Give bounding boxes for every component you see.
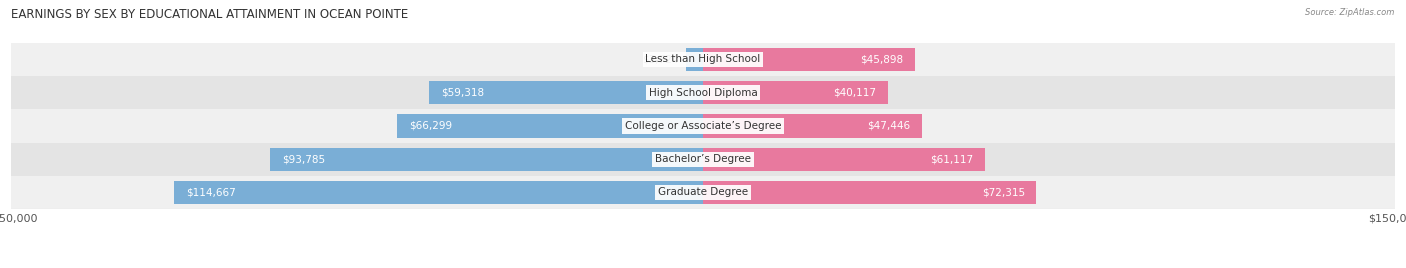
Text: Graduate Degree: Graduate Degree bbox=[658, 187, 748, 198]
Bar bbox=[270, 148, 703, 171]
Text: $114,667: $114,667 bbox=[186, 187, 235, 198]
Bar bbox=[703, 181, 1036, 204]
Text: $66,299: $66,299 bbox=[409, 121, 451, 131]
Text: $61,117: $61,117 bbox=[931, 154, 973, 164]
Bar bbox=[11, 43, 1395, 76]
Bar bbox=[686, 48, 703, 71]
Bar bbox=[11, 143, 1395, 176]
Text: $93,785: $93,785 bbox=[283, 154, 325, 164]
Text: Less than High School: Less than High School bbox=[645, 54, 761, 65]
Text: $40,117: $40,117 bbox=[834, 88, 876, 98]
Bar bbox=[11, 176, 1395, 209]
Bar bbox=[174, 181, 703, 204]
Bar bbox=[703, 148, 984, 171]
Text: Bachelor’s Degree: Bachelor’s Degree bbox=[655, 154, 751, 164]
Bar bbox=[703, 48, 915, 71]
Text: College or Associate’s Degree: College or Associate’s Degree bbox=[624, 121, 782, 131]
Bar bbox=[429, 81, 703, 104]
Text: High School Diploma: High School Diploma bbox=[648, 88, 758, 98]
Text: EARNINGS BY SEX BY EDUCATIONAL ATTAINMENT IN OCEAN POINTE: EARNINGS BY SEX BY EDUCATIONAL ATTAINMEN… bbox=[11, 8, 409, 21]
Text: $72,315: $72,315 bbox=[981, 187, 1025, 198]
Bar bbox=[11, 76, 1395, 109]
Bar bbox=[398, 114, 703, 137]
Bar bbox=[703, 114, 922, 137]
Text: Source: ZipAtlas.com: Source: ZipAtlas.com bbox=[1305, 8, 1395, 17]
Text: $59,318: $59,318 bbox=[441, 88, 484, 98]
Bar bbox=[11, 109, 1395, 143]
Text: $3,724: $3,724 bbox=[643, 54, 679, 65]
Bar bbox=[703, 81, 889, 104]
Text: $47,446: $47,446 bbox=[868, 121, 910, 131]
Text: $45,898: $45,898 bbox=[860, 54, 903, 65]
